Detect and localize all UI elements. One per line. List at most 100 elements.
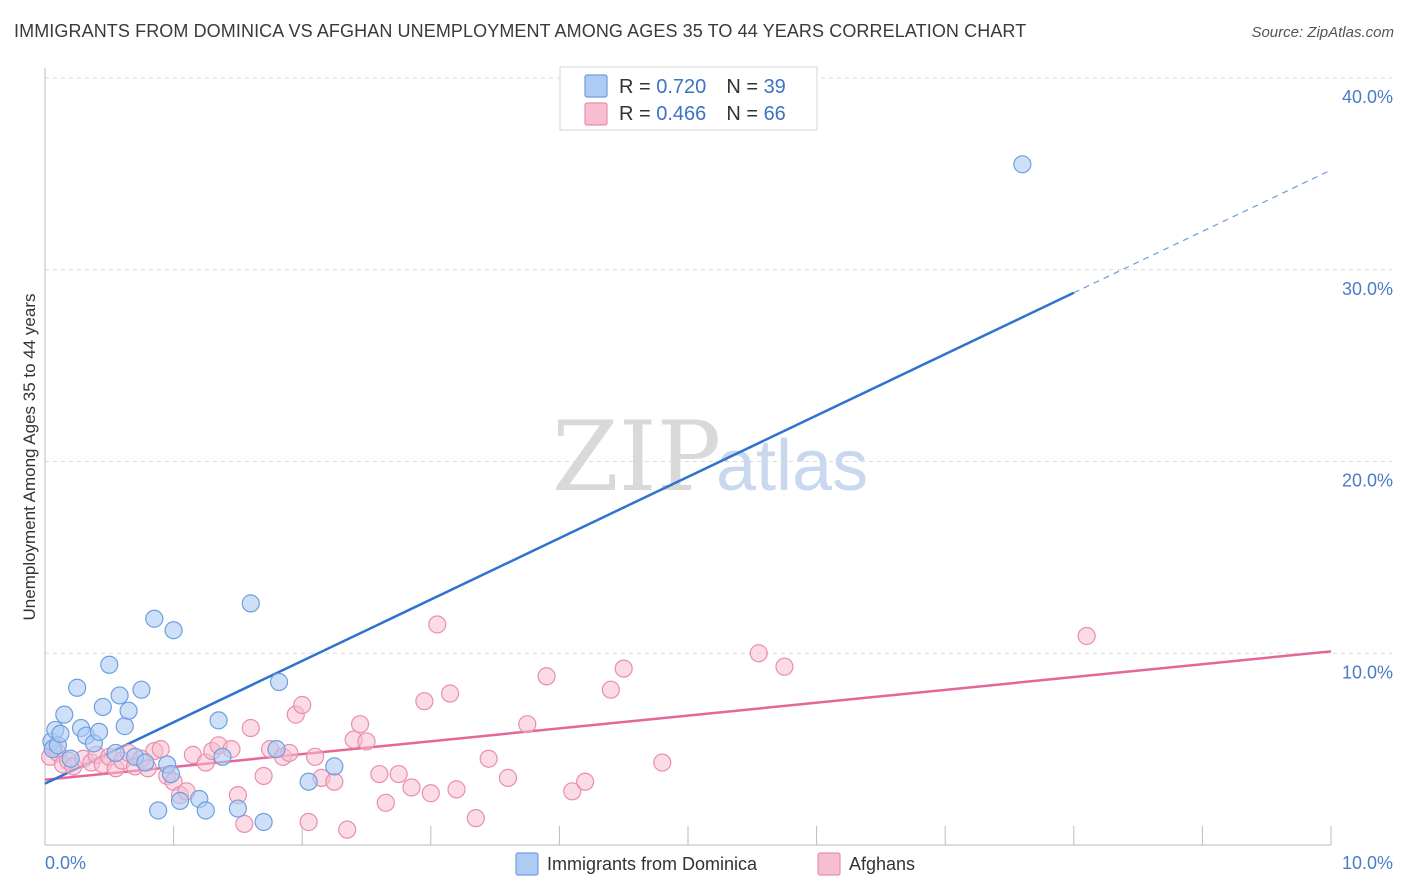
afghans-point: [338, 820, 357, 839]
dominica-point: [325, 757, 344, 776]
dominica-trend-extension: [1073, 169, 1332, 294]
afghans-point: [350, 715, 370, 734]
y-tick-labels: 10.0% 20.0% 30.0% 40.0%: [1342, 87, 1393, 682]
afghans-point: [235, 814, 254, 834]
afghans-point: [1077, 626, 1096, 646]
dominica-point: [267, 740, 286, 759]
legend-r-label: R =: [619, 103, 656, 125]
afghans-point: [563, 782, 582, 801]
legend-n-value: 39: [764, 76, 786, 98]
dominica-point: [254, 812, 273, 832]
afghans-point: [325, 772, 344, 791]
afghans-point: [421, 784, 440, 803]
dominica-point: [100, 655, 119, 674]
legend-swatch-afghans: [584, 102, 608, 126]
afghans-point: [466, 809, 485, 828]
series-legend-label-afghans: Afghans: [849, 854, 915, 874]
y-tick-label: 20.0%: [1342, 471, 1393, 491]
dominica-point: [106, 743, 125, 763]
afghans-point: [440, 684, 460, 703]
afghans-point: [498, 768, 518, 787]
watermark: ZIP atlas: [552, 401, 868, 513]
dominica-point: [68, 678, 87, 697]
dominica-point: [213, 747, 232, 766]
dominica-point: [241, 594, 260, 613]
legend-row-2: R = 0.466 N = 66: [619, 103, 786, 125]
legend-r-label: R =: [619, 76, 656, 98]
afghans-point: [389, 764, 408, 784]
afghans-point: [151, 740, 170, 759]
dominica-trend-line: [44, 291, 1075, 785]
dominica-point: [170, 791, 190, 810]
afghans-point: [370, 764, 389, 784]
afghans-point: [479, 749, 498, 768]
chart-title: IMMIGRANTS FROM DOMINICA VS AFGHAN UNEMP…: [14, 21, 1027, 41]
dominica-point: [1013, 155, 1032, 174]
dominica-point: [51, 724, 70, 743]
afghans-point: [402, 778, 421, 797]
y-tick-label: 40.0%: [1342, 87, 1393, 107]
afghans-trend-line: [44, 650, 1332, 782]
afghans-point: [601, 680, 620, 699]
afghans-point: [447, 780, 466, 799]
afghans-point: [653, 753, 672, 772]
data-points: [41, 155, 1096, 839]
afghans-point: [376, 793, 395, 812]
axes: [44, 68, 1332, 846]
chart-source: Source: ZipAtlas.com: [1251, 24, 1394, 41]
afghans-point: [428, 615, 447, 634]
afghans-point: [749, 644, 768, 663]
dominica-point: [196, 801, 215, 820]
legend-n-label: N =: [726, 103, 763, 125]
legend-r-value: 0.720: [656, 76, 706, 98]
dominica-point: [93, 697, 112, 717]
series-legend-swatch-afghans: [817, 852, 841, 876]
x-tick-label: 10.0%: [1342, 853, 1393, 873]
y-axis-title: Unemployment Among Ages 35 to 44 years: [20, 294, 39, 621]
watermark-zip: ZIP: [552, 401, 721, 513]
dominica-point: [136, 753, 155, 772]
dominica-point: [55, 705, 74, 724]
afghans-point: [241, 718, 260, 738]
dominica-point: [164, 621, 183, 640]
afghans-point: [537, 667, 556, 686]
dominica-point: [110, 686, 129, 705]
dominica-point: [89, 722, 109, 741]
legend-n-label: N =: [726, 76, 763, 98]
series-legend-label-dominica: Immigrants from Dominica: [547, 854, 758, 874]
x-tick-labels: 0.0% 10.0%: [45, 853, 1393, 873]
afghans-point: [518, 715, 537, 734]
afghans-point: [415, 692, 434, 711]
dominica-point: [115, 717, 134, 736]
y-tick-label: 30.0%: [1342, 279, 1393, 299]
afghans-point: [299, 812, 318, 832]
dominica-point: [119, 701, 138, 720]
afghans-point: [614, 659, 633, 678]
legend-r-value: 0.466: [656, 103, 706, 125]
dominica-point: [161, 764, 181, 784]
dominica-point: [299, 772, 318, 791]
dominica-point: [228, 799, 247, 818]
dominica-point: [61, 749, 80, 768]
y-tick-label: 10.0%: [1342, 662, 1393, 682]
watermark-atlas: atlas: [716, 426, 868, 506]
grid: [45, 77, 1392, 654]
correlation-legend: R = 0.720 N = 39 R = 0.466 N = 66: [559, 66, 818, 131]
series-legend: Immigrants from Dominica Afghans: [515, 852, 915, 876]
x-tick-label: 0.0%: [45, 853, 86, 873]
afghans-point: [576, 772, 595, 791]
series-legend-swatch-dominica: [515, 852, 539, 876]
afghans-point: [305, 747, 325, 766]
afghans-point: [357, 732, 376, 751]
trend-lines: [44, 169, 1332, 785]
legend-row-1: R = 0.720 N = 39: [619, 76, 786, 98]
afghans-point: [254, 766, 273, 786]
dominica-point: [145, 609, 164, 628]
legend-n-value: 66: [764, 103, 786, 125]
dominica-point: [149, 801, 168, 820]
dominica-point: [209, 711, 228, 730]
afghans-point: [293, 695, 312, 715]
afghans-point: [775, 657, 794, 676]
legend-swatch-dominica: [584, 74, 608, 98]
